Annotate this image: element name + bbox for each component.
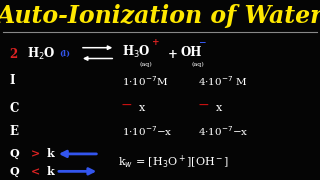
- Text: x: x: [216, 103, 222, 113]
- Text: k: k: [46, 166, 54, 177]
- Text: 2: 2: [10, 48, 18, 60]
- Text: 4$\cdot$10$^{-7}$ M: 4$\cdot$10$^{-7}$ M: [198, 74, 248, 88]
- Text: +: +: [168, 48, 178, 60]
- Text: —: —: [198, 101, 208, 110]
- Text: k: k: [46, 148, 54, 159]
- Text: E: E: [10, 125, 19, 138]
- Text: (aq): (aq): [139, 61, 152, 67]
- Text: x: x: [139, 103, 146, 113]
- Text: −: −: [198, 38, 205, 47]
- Text: k$_w$ = [H$_3$O$^+$][OH$^-$]: k$_w$ = [H$_3$O$^+$][OH$^-$]: [118, 154, 230, 170]
- Text: 1$\cdot$10$^{-7}$$-$x: 1$\cdot$10$^{-7}$$-$x: [122, 125, 172, 138]
- Text: I: I: [10, 75, 15, 87]
- Text: (l): (l): [59, 50, 70, 58]
- Text: (aq): (aq): [192, 61, 205, 67]
- Text: H$_2$O: H$_2$O: [27, 46, 56, 62]
- Text: 1$\cdot$10$^{-7}$M: 1$\cdot$10$^{-7}$M: [122, 74, 168, 88]
- Text: Q: Q: [10, 148, 19, 159]
- Text: >: >: [30, 148, 40, 159]
- Text: Auto-Ionization of Water: Auto-Ionization of Water: [0, 4, 320, 28]
- Text: <: <: [30, 166, 40, 177]
- Text: +: +: [152, 38, 160, 47]
- Text: Q: Q: [10, 166, 19, 177]
- Text: —: —: [122, 101, 131, 110]
- Text: OH: OH: [181, 46, 202, 59]
- Text: 4$\cdot$10$^{-7}$$-$x: 4$\cdot$10$^{-7}$$-$x: [198, 125, 249, 138]
- Text: C: C: [10, 102, 19, 114]
- Text: H$_3$O: H$_3$O: [122, 44, 150, 60]
